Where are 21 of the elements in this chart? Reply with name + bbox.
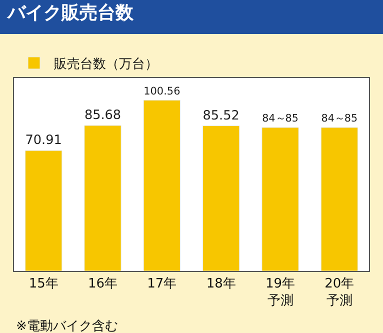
x-tick-label: 18年: [206, 276, 236, 292]
legend-label: 販売台数（万台）: [54, 57, 158, 72]
data-label: 70.91: [25, 133, 62, 148]
data-label: 84～85: [262, 112, 298, 125]
x-tick-label: 17年: [147, 276, 177, 292]
data-label: 85.68: [84, 108, 122, 124]
bar: [84, 125, 122, 271]
data-label: 100.56: [144, 85, 180, 98]
x-tick-label: 19年予測: [265, 276, 296, 308]
bar: [262, 127, 299, 271]
bar: [143, 100, 181, 271]
bar: [202, 126, 240, 271]
text: ※電動バイク含む: [16, 319, 118, 333]
data-label: 85.52: [202, 108, 240, 124]
data-label: 84～85: [321, 112, 358, 125]
x-tick-label: 15年: [28, 276, 58, 292]
x-tick-label: 20年予測: [324, 276, 354, 308]
x-tick-label: 16年: [88, 276, 118, 292]
bar: [24, 150, 62, 271]
bar: [320, 127, 358, 271]
chart-title: バイク販売台数: [6, 2, 135, 24]
